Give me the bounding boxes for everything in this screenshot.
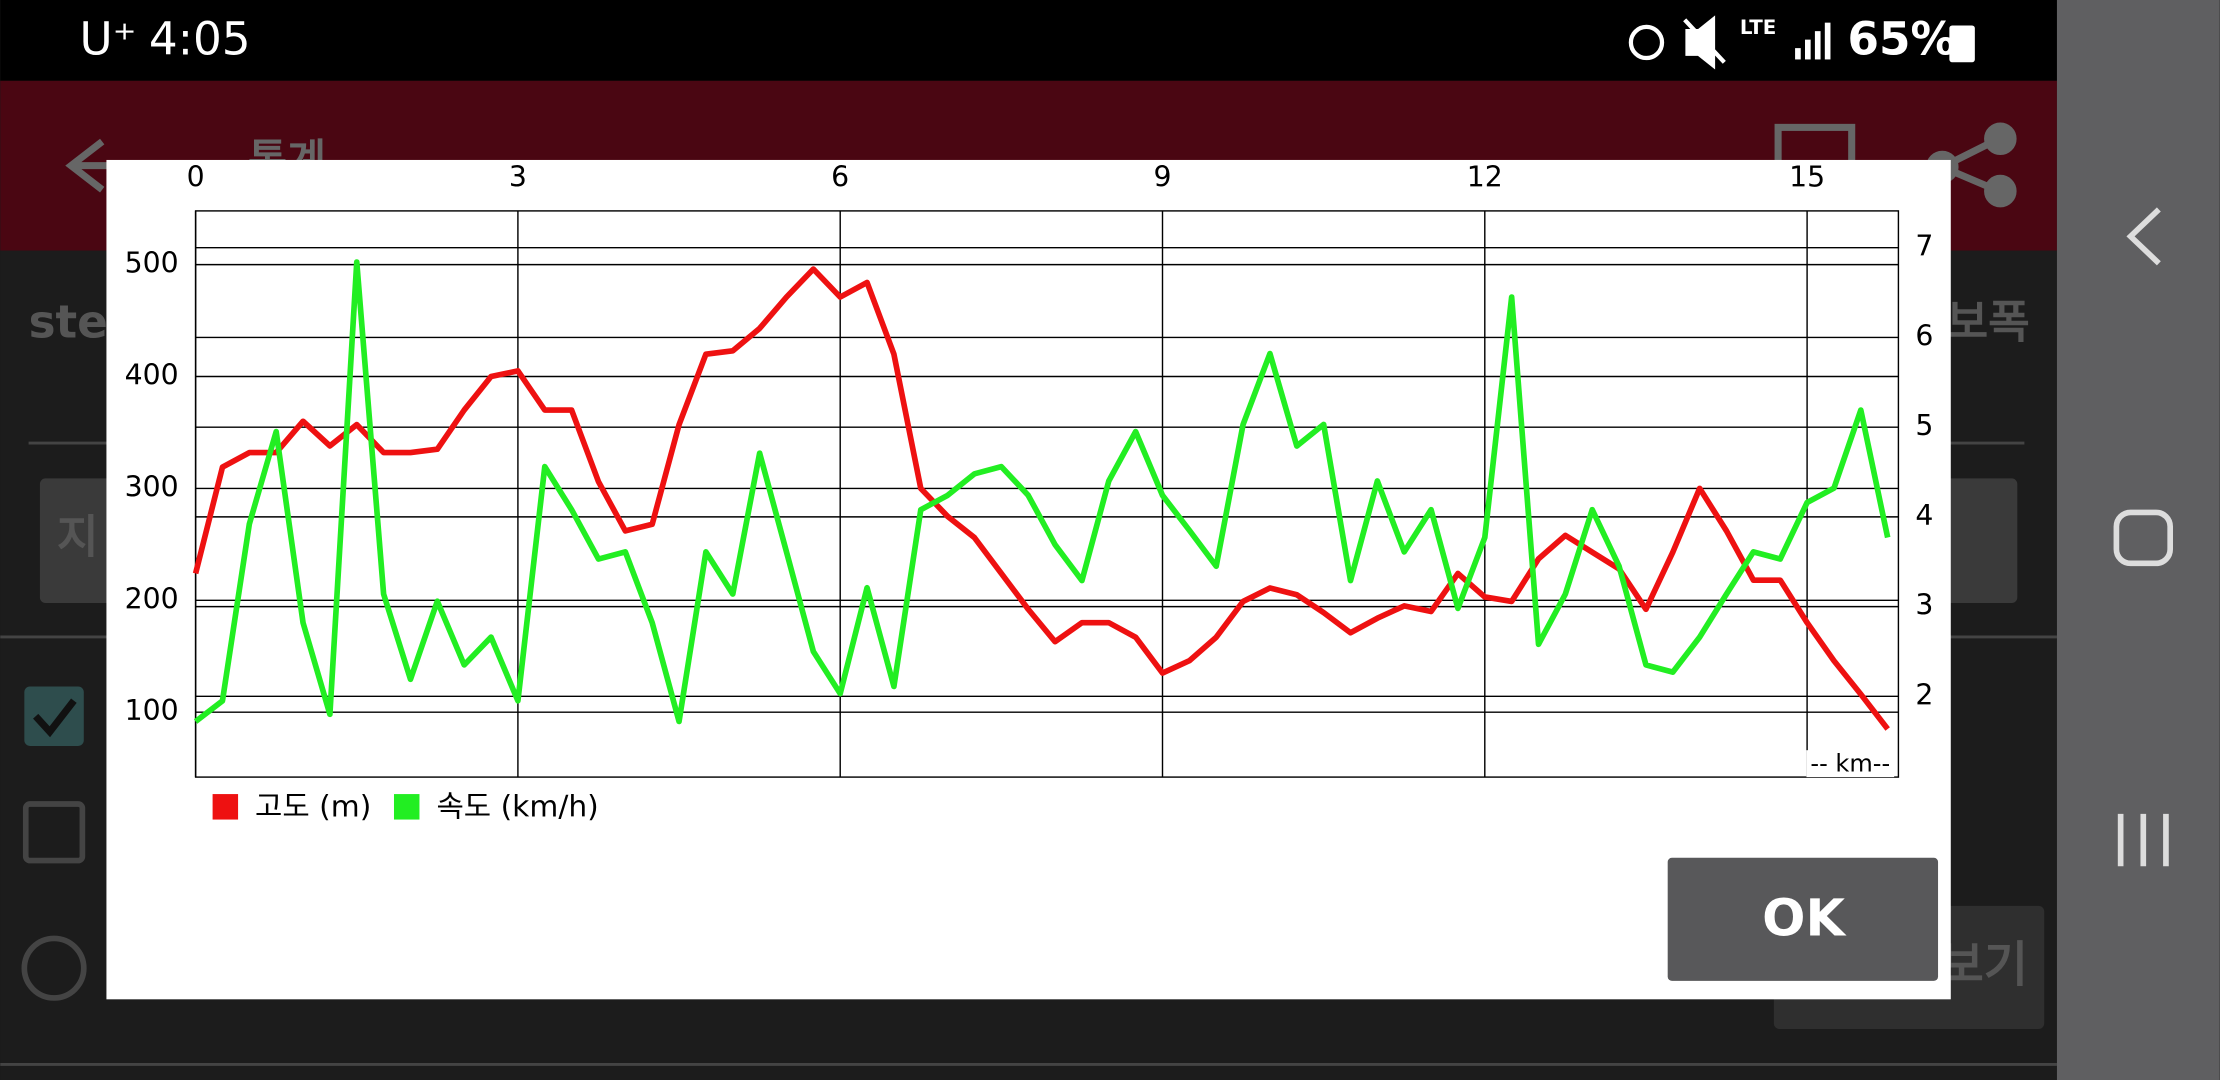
legend-swatch bbox=[393, 794, 420, 820]
y-tick-label: 100 bbox=[125, 694, 179, 727]
ok-button[interactable] bbox=[1667, 857, 1939, 981]
x-tick-label: 15 bbox=[1789, 160, 1825, 193]
y2-tick-label: 7 bbox=[1915, 230, 1933, 263]
battery-icon bbox=[1949, 25, 1975, 63]
background-button-label: 보기 bbox=[1939, 937, 2028, 993]
background-button[interactable] bbox=[39, 478, 125, 603]
battery-level: 65% bbox=[1847, 12, 1955, 65]
nav-home[interactable] bbox=[2113, 509, 2174, 567]
legend-label: 속도 (km/h) bbox=[436, 790, 598, 825]
y2-tick-label: 6 bbox=[1915, 319, 1933, 352]
share-icon[interactable] bbox=[1926, 122, 2017, 208]
axis-label-bg bbox=[1806, 750, 1895, 778]
navigation-bar bbox=[2056, 0, 2220, 1080]
check-mark bbox=[33, 698, 77, 738]
data-line bbox=[192, 266, 1890, 731]
data-line bbox=[193, 259, 1891, 725]
plot-frame bbox=[194, 210, 1900, 778]
background-button[interactable] bbox=[1939, 478, 2018, 603]
carrier: U⁺ bbox=[80, 12, 137, 65]
checkbox[interactable] bbox=[22, 801, 86, 864]
y-tick-label: 200 bbox=[125, 582, 179, 615]
alarm-icon bbox=[1628, 24, 1665, 61]
y2-tick-label: 4 bbox=[1915, 499, 1933, 532]
x-tick-label: 6 bbox=[831, 160, 849, 193]
x-axis-label: -- km-- bbox=[1810, 749, 1890, 777]
mute-icon bbox=[1683, 15, 1726, 70]
dialog bbox=[106, 159, 1951, 1000]
status-bar bbox=[0, 0, 2057, 81]
legend-label: 고도 (m) bbox=[255, 790, 371, 825]
chart: 0 3 6 9 12 15 100 200 300 400 500 2 3 4 5 6 7 -- km-- 고도 (… bbox=[125, 160, 1934, 824]
y-tick-label: 500 bbox=[125, 247, 179, 280]
signal-icon bbox=[1795, 22, 1831, 60]
legend-swatch bbox=[212, 794, 239, 820]
y-tick-label: 300 bbox=[125, 470, 179, 503]
x-tick-label: 9 bbox=[1153, 160, 1171, 193]
x-tick-label: 12 bbox=[1467, 160, 1503, 193]
nav-recents[interactable] bbox=[2117, 813, 2169, 867]
x-tick-label: 0 bbox=[187, 160, 205, 193]
x-tick-label: 3 bbox=[509, 160, 527, 193]
nav-back[interactable] bbox=[2126, 207, 2161, 266]
background-label: 보폭 bbox=[1947, 296, 2030, 349]
radio-button[interactable] bbox=[21, 935, 87, 1001]
checkbox-checked[interactable] bbox=[24, 686, 84, 746]
y2-tick-label: 2 bbox=[1915, 678, 1933, 711]
network-type: LTE bbox=[1740, 16, 1776, 39]
y2-tick-label: 3 bbox=[1915, 589, 1933, 622]
background-button-label: 지 bbox=[57, 511, 99, 564]
y2-tick-label: 5 bbox=[1915, 409, 1933, 442]
ok-button-label: OK bbox=[1762, 889, 1847, 948]
clock: 4:05 bbox=[149, 12, 251, 65]
y-tick-label: 400 bbox=[125, 359, 179, 392]
